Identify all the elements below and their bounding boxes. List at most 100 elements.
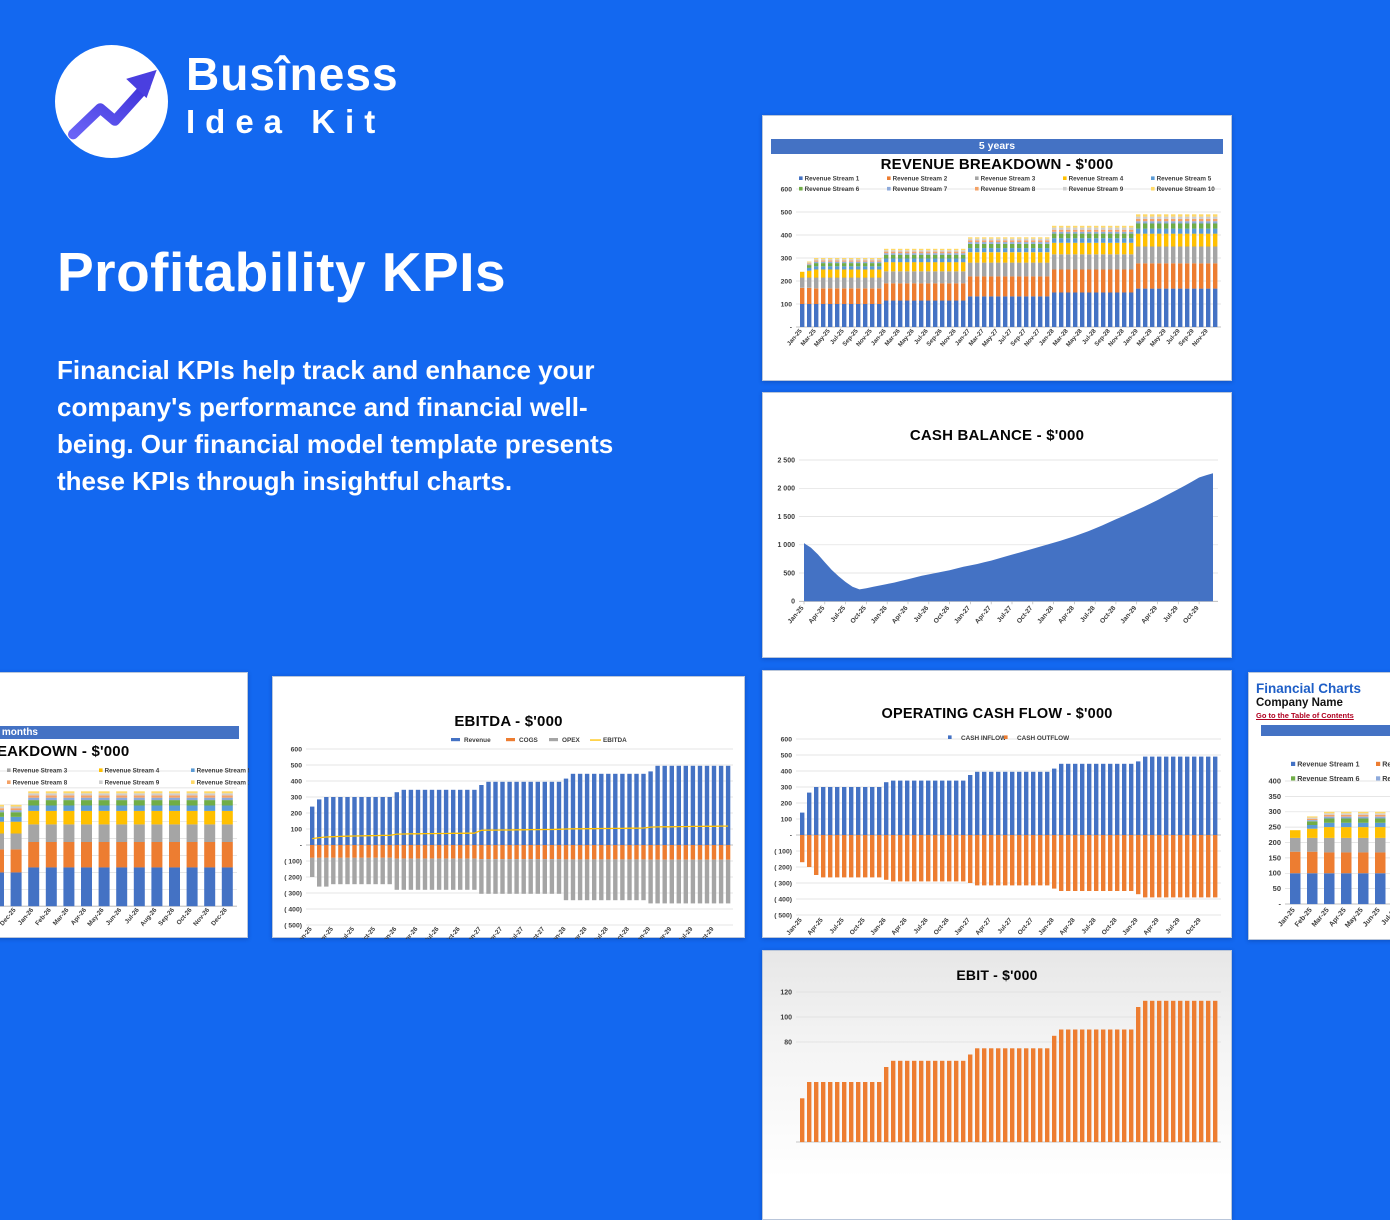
svg-text:600: 600 xyxy=(781,186,793,193)
svg-text:Oct-25: Oct-25 xyxy=(359,925,377,939)
svg-text:Jul-27: Jul-27 xyxy=(508,925,526,939)
svg-text:Revenue: Revenue xyxy=(464,737,491,744)
svg-text:Apr-28: Apr-28 xyxy=(570,925,589,939)
svg-text:Apr-25: Apr-25 xyxy=(808,605,827,626)
svg-text:100: 100 xyxy=(1268,869,1281,878)
svg-text:May-25: May-25 xyxy=(1344,907,1365,930)
svg-text:Feb-26: Feb-26 xyxy=(34,906,53,927)
svg-text:400: 400 xyxy=(781,232,793,239)
svg-text:Jan-26: Jan-26 xyxy=(870,605,889,626)
svg-text:Jul-26: Jul-26 xyxy=(423,925,441,939)
svg-text:250: 250 xyxy=(1268,823,1281,832)
svg-text:600: 600 xyxy=(781,736,793,743)
brand-name: Busîness Idea Kit xyxy=(186,48,399,142)
brand-logo xyxy=(55,45,168,158)
svg-text:100: 100 xyxy=(780,1014,792,1021)
svg-text:( 300): ( 300) xyxy=(774,880,792,887)
svg-text:Jan-29: Jan-29 xyxy=(1121,916,1140,936)
svg-text:May-27: May-27 xyxy=(981,327,1000,348)
svg-text:100: 100 xyxy=(291,826,303,833)
svg-text:Jul-28: Jul-28 xyxy=(1079,605,1097,624)
svg-text:Revenue Stream 9: Revenue Stream 9 xyxy=(1069,186,1124,193)
svg-text:May-25: May-25 xyxy=(813,327,832,348)
svg-text:Jan-29: Jan-29 xyxy=(634,925,653,939)
svg-text:( 100): ( 100) xyxy=(774,848,792,855)
svg-text:Oct-28: Oct-28 xyxy=(1101,916,1119,936)
svg-text:Revenue Stream 10: Revenue Stream 10 xyxy=(1157,186,1216,193)
svg-text:Jul-27: Jul-27 xyxy=(996,916,1014,935)
svg-text:1 000: 1 000 xyxy=(777,542,795,549)
svg-text:0: 0 xyxy=(791,599,795,606)
svg-text:Revenue Stream 4: Revenue Stream 4 xyxy=(1069,176,1124,183)
period-badge xyxy=(1261,725,1390,736)
svg-text:Apr-25: Apr-25 xyxy=(317,925,336,939)
svg-text:Jan-27: Jan-27 xyxy=(465,925,484,939)
svg-text:Apr-27: Apr-27 xyxy=(974,916,993,936)
svg-text:Jan-28: Jan-28 xyxy=(1037,916,1056,936)
trend-arrow-icon xyxy=(55,45,168,158)
svg-text:400: 400 xyxy=(291,778,303,785)
svg-text:Mar-25: Mar-25 xyxy=(1311,907,1331,929)
svg-text:Revenue Stream 7: Revenue Stream 7 xyxy=(893,186,948,193)
svg-text:200: 200 xyxy=(781,278,793,285)
svg-text:Oct-29: Oct-29 xyxy=(697,925,715,939)
svg-text:Revenue Stream 8: Revenue Stream 8 xyxy=(981,186,1036,193)
svg-text:Jul-26: Jul-26 xyxy=(124,906,142,925)
svg-text:Oct-25: Oct-25 xyxy=(849,605,868,625)
svg-text:( 200): ( 200) xyxy=(284,874,302,881)
svg-text:Nov-26: Nov-26 xyxy=(192,906,211,927)
svg-text:Jan-26: Jan-26 xyxy=(869,916,888,936)
svg-text:Apr-28: Apr-28 xyxy=(1057,605,1076,626)
svg-text:Apr-28: Apr-28 xyxy=(1058,916,1077,936)
svg-text:Jul-29: Jul-29 xyxy=(1164,916,1182,935)
revenue-breakdown-24m-chart: Jan-25Feb-25Mar-25Apr-25May-25Jun-25Jul-… xyxy=(0,765,249,944)
svg-text:Jan-26: Jan-26 xyxy=(17,906,36,926)
financial-charts-sheet-card: Financial Charts Company Name Go to the … xyxy=(1248,672,1390,940)
svg-text:200: 200 xyxy=(781,800,793,807)
brand-name-line2: Idea Kit xyxy=(186,102,399,142)
svg-text:Oct-29: Oct-29 xyxy=(1182,605,1201,625)
svg-text:Oct-27: Oct-27 xyxy=(1016,605,1035,625)
svg-text:Revenue Stream 7: Revenue Stream 7 xyxy=(1382,774,1390,783)
svg-text:Apr-26: Apr-26 xyxy=(891,605,910,626)
svg-text:Apr-25: Apr-25 xyxy=(806,916,825,936)
svg-text:Revenue Stream 6: Revenue Stream 6 xyxy=(1297,774,1359,783)
svg-text:2 000: 2 000 xyxy=(777,486,795,493)
svg-text:Jan-25: Jan-25 xyxy=(785,916,804,936)
svg-text:OPEX: OPEX xyxy=(562,737,580,744)
svg-text:Apr-26: Apr-26 xyxy=(890,916,909,936)
svg-text:300: 300 xyxy=(1268,807,1281,816)
svg-text:( 300): ( 300) xyxy=(284,890,302,897)
svg-text:Oct-28: Oct-28 xyxy=(1099,605,1118,625)
svg-text:-: - xyxy=(790,832,792,839)
svg-text:Jul-26: Jul-26 xyxy=(912,916,930,935)
svg-text:Oct-26: Oct-26 xyxy=(933,605,952,625)
svg-text:Revenue Stream 1: Revenue Stream 1 xyxy=(1297,760,1359,769)
svg-text:500: 500 xyxy=(781,209,793,216)
svg-text:May-26: May-26 xyxy=(897,327,916,348)
svg-text:Jul-27: Jul-27 xyxy=(996,605,1014,624)
svg-text:600: 600 xyxy=(291,746,303,753)
brand-name-line1: Busîness xyxy=(186,48,399,100)
svg-text:Revenue Stream 10: Revenue Stream 10 xyxy=(197,780,249,787)
table-of-contents-link[interactable]: Go to the Table of Contents xyxy=(1256,711,1354,720)
svg-text:Oct-27: Oct-27 xyxy=(528,925,546,939)
svg-text:500: 500 xyxy=(781,752,793,759)
svg-text:May-29: May-29 xyxy=(1149,327,1168,348)
svg-text:Apr-29: Apr-29 xyxy=(1140,605,1159,626)
svg-text:Revenue Stream 1: Revenue Stream 1 xyxy=(805,176,860,183)
page-title: Profitability KPIs xyxy=(57,240,506,304)
svg-text:500: 500 xyxy=(783,570,795,577)
svg-text:Jan-28: Jan-28 xyxy=(1036,605,1055,626)
svg-text:Jan-25: Jan-25 xyxy=(787,605,806,626)
svg-text:Aug-26: Aug-26 xyxy=(139,906,159,927)
svg-text:100: 100 xyxy=(781,816,793,823)
